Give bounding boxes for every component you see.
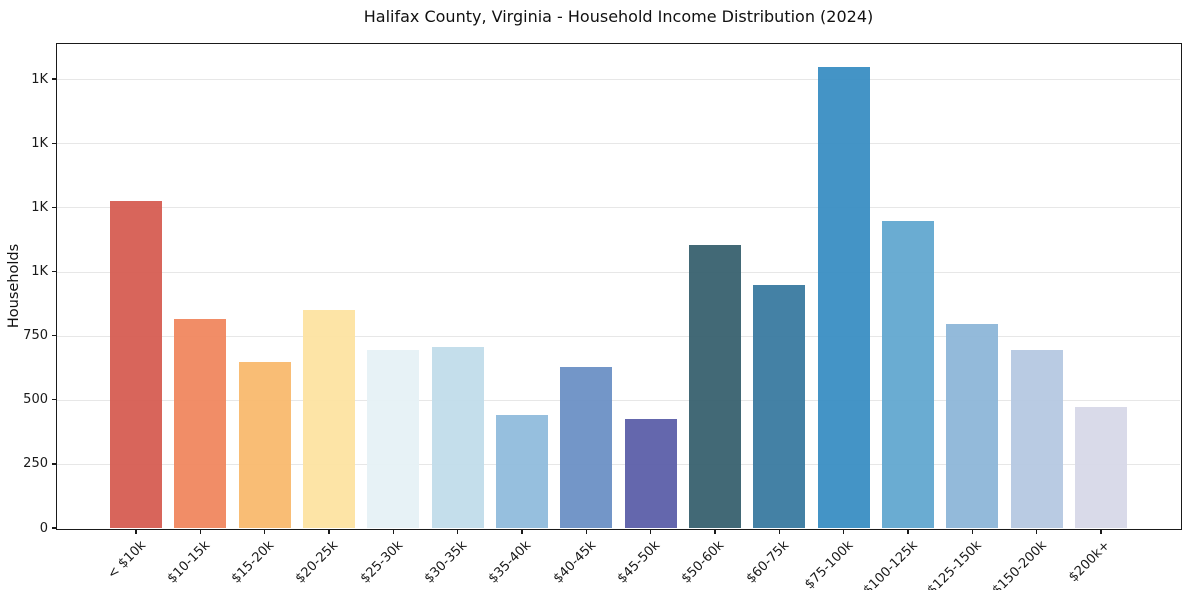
bar-30-35k xyxy=(431,347,484,528)
y-tick-mark xyxy=(52,142,56,144)
bar-100-125k xyxy=(882,220,934,528)
x-tick-mark xyxy=(263,529,266,534)
x-tick-mark xyxy=(971,529,974,534)
x-tick-mark xyxy=(1035,529,1038,534)
x-tick-mark xyxy=(135,529,137,534)
y-gridline-1000 xyxy=(57,271,1180,273)
x-tick-mark xyxy=(1100,529,1102,534)
x-tick-mark xyxy=(521,529,523,534)
y-tick-mark xyxy=(52,463,56,465)
x-tick-label-text: $45-50k xyxy=(614,538,664,587)
x-tick-mark xyxy=(392,529,395,534)
x-tick-label-text: $60-75k xyxy=(743,538,792,587)
bar-35-40k xyxy=(496,414,548,528)
x-tick-label-text: $40-45k xyxy=(550,538,599,587)
y-tick-label: 750 xyxy=(23,328,48,344)
x-tick-label-text: $30-35k xyxy=(421,538,471,587)
x-tick-mark xyxy=(585,529,588,534)
y-tick-mark xyxy=(52,334,56,337)
y-tick-label: 500 xyxy=(23,392,48,408)
x-tick-mark xyxy=(842,529,845,534)
bar-25-30k xyxy=(367,350,420,528)
x-tick-mark xyxy=(714,529,716,534)
bar-200k xyxy=(1075,406,1127,528)
x-tick-label-text: $20-25k xyxy=(293,538,342,587)
x-tick-mark xyxy=(907,529,909,534)
x-tick-label-text: $50-60k xyxy=(679,538,728,587)
x-tick-label-text: $125-150k xyxy=(924,538,985,590)
chart-title: Halifax County, Virginia - Household Inc… xyxy=(363,7,874,26)
x-tick-label-text: $15-20k xyxy=(228,538,278,587)
bar-60-75k xyxy=(753,285,806,528)
x-tick-label-text: $10-15k xyxy=(164,538,213,587)
y-tick-label: 1K xyxy=(31,135,48,151)
bar-10k xyxy=(110,201,162,528)
bar-10-15k xyxy=(174,318,227,528)
bar-50-60k xyxy=(689,245,741,528)
y-gridline-1750 xyxy=(57,79,1180,81)
x-tick-mark xyxy=(649,529,652,534)
x-tick-mark xyxy=(778,529,781,534)
y-tick-mark xyxy=(52,270,56,273)
y-gridline-1250 xyxy=(57,207,1180,209)
y-gridline-750 xyxy=(57,335,1180,337)
x-tick-mark xyxy=(199,529,202,534)
bar-150-200k xyxy=(1010,349,1063,528)
y-tick-mark xyxy=(52,399,56,401)
x-tick-mark xyxy=(456,529,459,534)
bar-45-50k xyxy=(624,418,677,528)
x-tick-label-text: $75-100k xyxy=(801,538,857,590)
y-tick-mark xyxy=(52,527,56,529)
x-tick-label-text: $150-200k xyxy=(989,538,1050,590)
bar-40-45k xyxy=(560,366,613,528)
y-tick-label: 1K xyxy=(31,264,48,279)
x-tick-label-text: $200k+ xyxy=(1066,538,1114,586)
y-gridline-250 xyxy=(57,463,1180,465)
bar-20-25k xyxy=(303,309,355,528)
bar-15-20k xyxy=(238,362,291,528)
x-tick-label-text: $25-30k xyxy=(357,538,406,587)
y-gridline-1500 xyxy=(57,143,1180,145)
y-tick-label: 1K xyxy=(31,71,48,87)
bar-125-150k xyxy=(946,324,999,528)
y-tick-label: 250 xyxy=(23,456,48,472)
y-tick-label: 1K xyxy=(31,199,48,215)
x-tick-mark xyxy=(328,529,330,534)
x-tick-label-text: < $10k xyxy=(104,538,149,583)
y-gridline-500 xyxy=(57,399,1180,401)
x-tick-label-text: $35-40k xyxy=(486,538,535,587)
y-axis-label-text: Households xyxy=(6,243,22,329)
y-tick-mark xyxy=(52,206,56,209)
x-tick-label-text: $100-125k xyxy=(860,538,921,590)
y-tick-mark xyxy=(52,78,56,80)
y-tick-label: 0 xyxy=(39,520,48,536)
bar-75-100k xyxy=(817,67,870,528)
